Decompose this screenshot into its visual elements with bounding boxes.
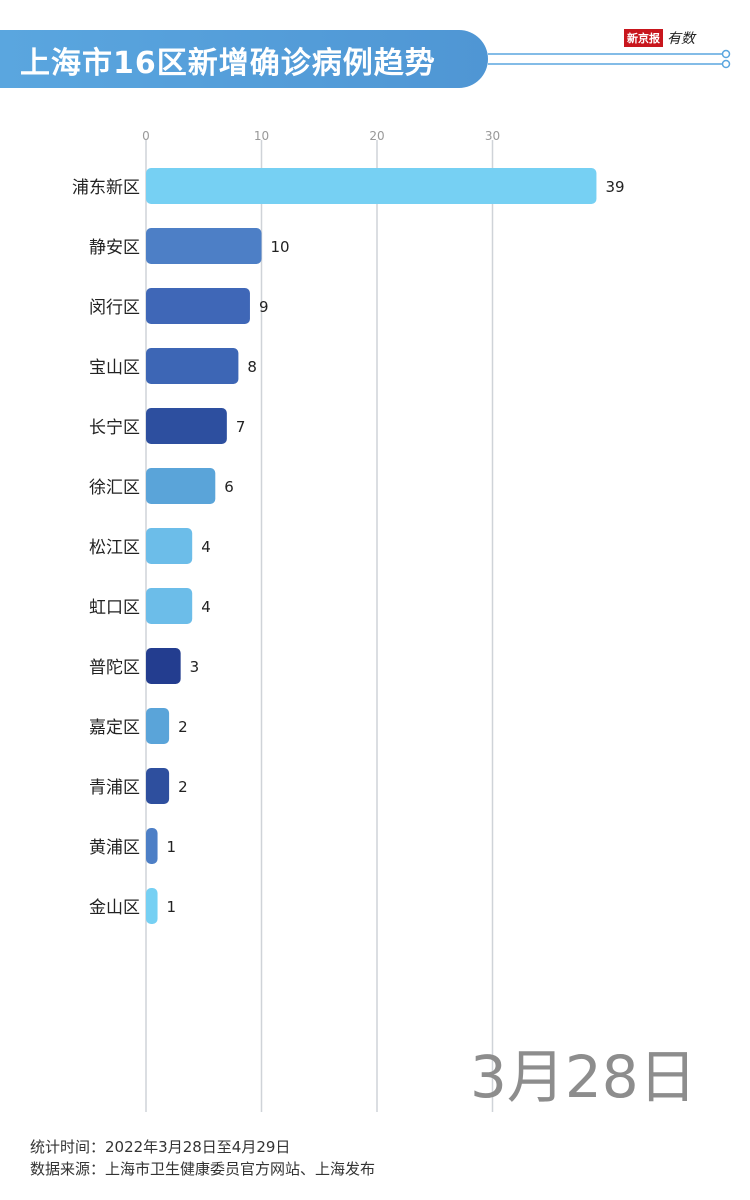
bar [146,708,170,744]
bar [146,288,250,324]
x-tick-label: 20 [369,129,384,143]
footer: 统计时间：2022年3月28日至4月29日 数据来源：上海市卫生健康委员官方网站… [30,1136,375,1180]
bar [146,888,158,924]
bar [146,648,181,684]
value-label: 2 [178,778,188,796]
value-label: 39 [605,178,624,196]
date-label: 3月28日 [470,1043,697,1111]
value-label: 6 [224,478,234,496]
title-decoration [488,49,731,69]
bar-chart: 0 10 20 30 浦东新区 39 静安区 10 闵行区 9 宝山区 8 长宁区 7 徐汇区 6 松江区 4 虹口… [72,129,625,1112]
category-label: 闵行区 [89,298,140,318]
category-label: 松江区 [89,538,140,558]
x-tick-label: 10 [254,129,269,143]
footer-period: 统计时间：2022年3月28日至4月29日 [30,1138,291,1156]
value-label: 8 [247,358,257,376]
title-banner: 上海市16区新增确诊病例趋势 [0,30,488,88]
bar [146,588,193,624]
bar [146,168,597,204]
value-label: 9 [259,298,269,316]
value-label: 4 [201,598,211,616]
logo-brand: 有数 [667,31,695,47]
category-label: 徐汇区 [89,478,140,498]
category-label: 宝山区 [89,358,140,378]
publisher-logo: 新京报 有数 [624,28,695,48]
value-label: 10 [271,238,290,256]
value-label: 1 [167,838,177,856]
chart-title: 上海市16区新增确诊病例趋势 [20,46,436,81]
bar [146,768,170,804]
category-label: 虹口区 [89,598,140,618]
category-label: 长宁区 [89,418,140,438]
bar [146,828,158,864]
category-label: 黄浦区 [89,838,140,858]
x-tick-label: 30 [485,129,500,143]
category-label: 普陀区 [89,658,140,678]
bar [146,228,262,264]
category-label: 青浦区 [89,778,140,798]
category-label: 浦东新区 [72,178,140,198]
value-label: 3 [190,658,200,676]
footer-source: 数据来源：上海市卫生健康委员官方网站、上海发布 [30,1160,376,1178]
category-label: 静安区 [89,238,140,258]
bar [146,348,239,384]
bar [146,408,227,444]
category-label: 金山区 [89,898,140,918]
x-tick-label: 0 [142,129,150,143]
bar [146,528,193,564]
category-label: 嘉定区 [89,718,140,738]
value-label: 1 [167,898,177,916]
bar [146,468,216,504]
value-label: 2 [178,718,188,736]
logo-publisher: 新京报 [624,29,663,47]
value-label: 7 [236,418,246,436]
value-label: 4 [201,538,211,556]
